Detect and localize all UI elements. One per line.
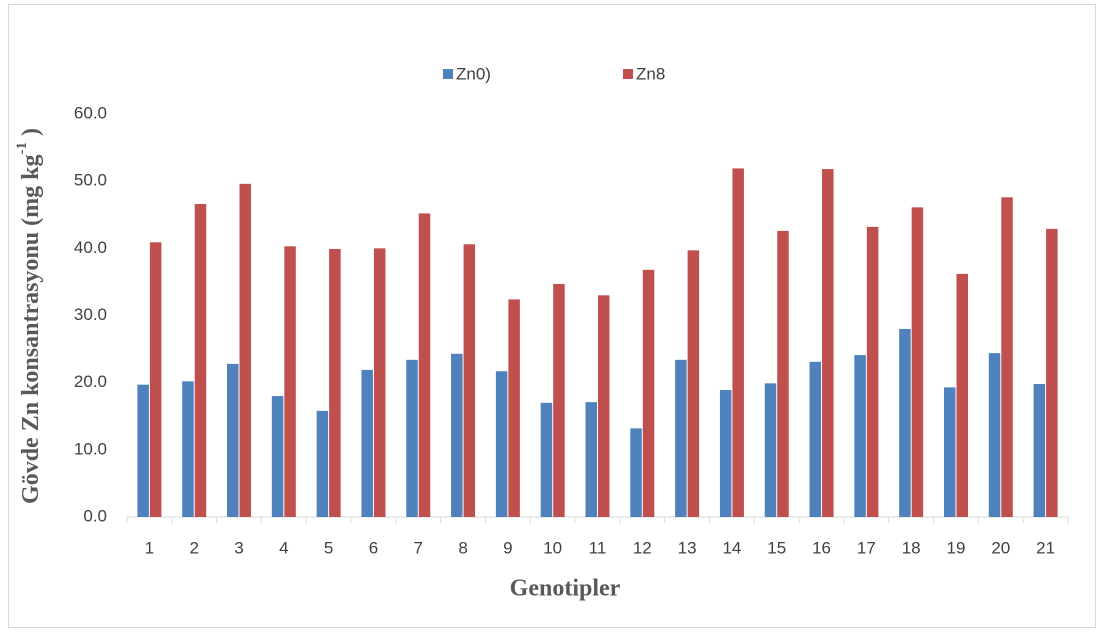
- bar: [361, 369, 373, 517]
- y-axis-label-text: Gövde Zn konsantrasyonu (mg kg: [18, 155, 44, 504]
- bar: [687, 250, 700, 517]
- bar: [271, 396, 284, 517]
- bar: [956, 273, 968, 517]
- x-tick-label: 12: [633, 538, 652, 557]
- y-tick-label: 50.0: [74, 171, 107, 190]
- bar: [943, 387, 956, 517]
- y-tick-label: 40.0: [74, 238, 107, 257]
- bar: [732, 168, 744, 517]
- bar: [777, 230, 789, 517]
- bar: [463, 244, 476, 517]
- y-tick-label: 20.0: [74, 372, 107, 391]
- bar: [508, 299, 520, 517]
- y-tick-label: 30.0: [74, 305, 107, 324]
- x-axis-label: Genotipler: [510, 576, 621, 602]
- bar: [630, 428, 642, 517]
- bar: [418, 213, 431, 517]
- x-tick-label: 8: [458, 538, 467, 557]
- y-axis-label: Gövde Zn konsantrasyonu (mg kg-1 ): [14, 128, 43, 504]
- legend-label: Zn0): [456, 64, 491, 83]
- bar: [284, 246, 296, 517]
- bar: [182, 381, 194, 517]
- x-tick-label: 3: [234, 538, 243, 557]
- bar: [239, 183, 252, 517]
- bar: [764, 383, 777, 517]
- bar: [585, 402, 597, 517]
- bar: [822, 169, 834, 517]
- bar: [854, 355, 866, 517]
- bar: [1033, 384, 1046, 517]
- bar: [495, 371, 508, 517]
- bar: [1001, 197, 1013, 517]
- x-tick-label: 13: [678, 538, 697, 557]
- x-tick-label: 21: [1036, 538, 1055, 557]
- x-tick-label: 1: [145, 538, 154, 557]
- x-tick-label: 17: [857, 538, 876, 557]
- legend-swatch: [623, 69, 633, 79]
- bar: [598, 295, 610, 517]
- y-axis-label-sup: -1: [14, 142, 30, 155]
- bar: [227, 363, 239, 517]
- x-tick-label: 5: [324, 538, 333, 557]
- bar: [642, 269, 655, 517]
- bar: [137, 384, 149, 517]
- x-tick-label: 15: [767, 538, 786, 557]
- bar: [899, 328, 911, 517]
- bar: [329, 249, 341, 517]
- bar: [373, 248, 386, 518]
- bar: [553, 283, 565, 517]
- bar: [911, 207, 924, 517]
- bar: [1046, 228, 1058, 518]
- bar: [719, 390, 732, 517]
- y-tick-label: 0.0: [83, 506, 107, 525]
- x-tick-label: 4: [279, 538, 288, 557]
- bar: [866, 226, 879, 517]
- x-tick-label: 19: [947, 538, 966, 557]
- x-tick-label: 10: [543, 538, 562, 557]
- bar: [194, 204, 207, 517]
- x-tick-label: 2: [189, 538, 198, 557]
- x-tick-label: 20: [991, 538, 1010, 557]
- y-axis-label-end: ): [18, 128, 44, 142]
- bar: [316, 410, 329, 517]
- chart-border: [8, 4, 1096, 628]
- bar: [675, 359, 687, 517]
- x-tick-label: 9: [503, 538, 512, 557]
- x-tick-label: 11: [589, 538, 607, 557]
- legend-swatch: [443, 69, 453, 79]
- bar: [540, 402, 553, 517]
- y-tick-label: 60.0: [74, 103, 107, 122]
- bar: [406, 359, 418, 517]
- bar: [149, 242, 162, 517]
- x-tick-label: 18: [902, 538, 921, 557]
- x-tick-label: 14: [722, 538, 741, 557]
- x-tick-label: 16: [812, 538, 831, 557]
- bar: [451, 353, 463, 517]
- x-tick-label: 7: [414, 538, 423, 557]
- bar: [809, 361, 822, 517]
- x-tick-label: 6: [369, 538, 378, 557]
- legend-label: Zn8: [636, 64, 665, 83]
- y-tick-label: 10.0: [74, 439, 107, 458]
- bar: [988, 353, 1001, 517]
